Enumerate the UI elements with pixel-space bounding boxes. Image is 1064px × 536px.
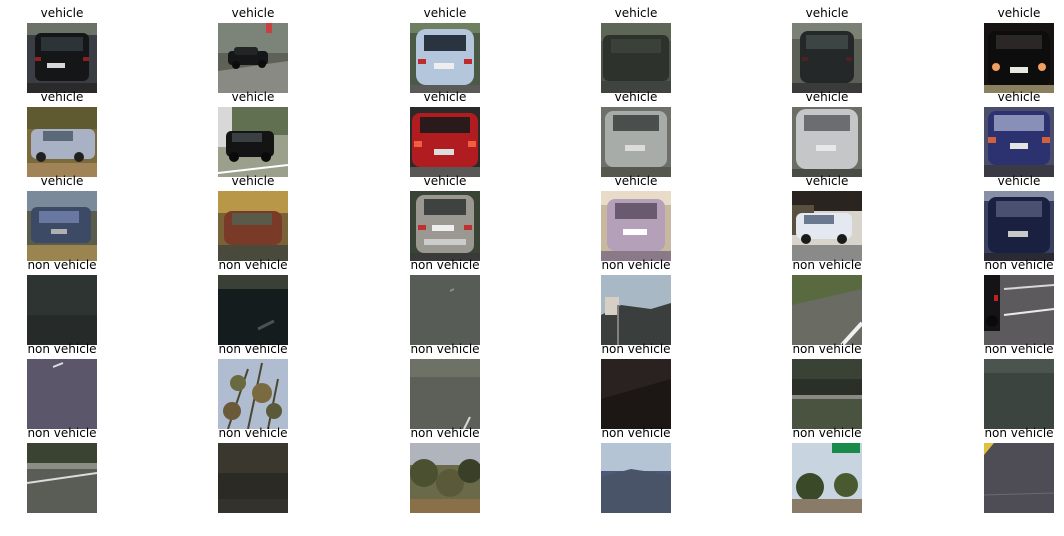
non-vehicle-image [792,359,862,429]
image-title: vehicle [231,90,275,104]
image-title: vehicle [997,90,1041,104]
image-title: non vehicle [27,342,97,356]
image-title: non vehicle [410,342,480,356]
image-title: vehicle [997,174,1041,188]
vehicle-image [410,107,480,177]
non-vehicle-image [601,359,671,429]
vehicle-image [792,107,862,177]
image-title: vehicle [805,174,849,188]
image-title: non vehicle [601,258,671,272]
vehicle-image [410,23,480,93]
vehicle-image [218,23,288,93]
non-vehicle-image [410,443,480,513]
image-title: vehicle [805,6,849,20]
non-vehicle-image [601,443,671,513]
non-vehicle-image [410,275,480,345]
image-title: vehicle [231,6,275,20]
vehicle-image [601,107,671,177]
image-title: non vehicle [792,342,862,356]
image-title: non vehicle [27,258,97,272]
vehicle-image [27,107,97,177]
image-title: vehicle [231,174,275,188]
vehicle-image [984,191,1054,261]
vehicle-image [27,23,97,93]
vehicle-image [601,23,671,93]
image-title: vehicle [423,6,467,20]
vehicle-image [984,23,1054,93]
vehicle-image [601,191,671,261]
non-vehicle-image [27,359,97,429]
image-title: vehicle [40,174,84,188]
image-title: non vehicle [601,426,671,440]
vehicle-image [984,107,1054,177]
non-vehicle-image [410,359,480,429]
vehicle-image [792,23,862,93]
vehicle-image [218,191,288,261]
image-title: non vehicle [218,426,288,440]
vehicle-image [218,107,288,177]
image-title: vehicle [40,90,84,104]
non-vehicle-image [984,359,1054,429]
non-vehicle-image [218,275,288,345]
non-vehicle-image [792,443,862,513]
image-title: non vehicle [984,426,1054,440]
vehicle-image [410,191,480,261]
image-title: vehicle [40,6,84,20]
non-vehicle-image [984,275,1054,345]
vehicle-image [27,191,97,261]
image-title: non vehicle [601,342,671,356]
image-title: non vehicle [218,342,288,356]
image-title: non vehicle [984,342,1054,356]
image-title: vehicle [614,174,658,188]
image-title: vehicle [614,90,658,104]
image-title: non vehicle [792,426,862,440]
non-vehicle-image [218,443,288,513]
image-title: non vehicle [218,258,288,272]
image-title: vehicle [614,6,658,20]
non-vehicle-image [27,443,97,513]
image-title: vehicle [805,90,849,104]
image-title: non vehicle [984,258,1054,272]
non-vehicle-image [601,275,671,345]
image-title: non vehicle [27,426,97,440]
vehicle-image [792,191,862,261]
non-vehicle-image [27,275,97,345]
image-title: vehicle [423,90,467,104]
non-vehicle-image [792,275,862,345]
image-title: vehicle [997,6,1041,20]
image-title: non vehicle [410,258,480,272]
image-title: vehicle [423,174,467,188]
non-vehicle-image [984,443,1054,513]
image-title: non vehicle [410,426,480,440]
non-vehicle-image [218,359,288,429]
image-title: non vehicle [792,258,862,272]
